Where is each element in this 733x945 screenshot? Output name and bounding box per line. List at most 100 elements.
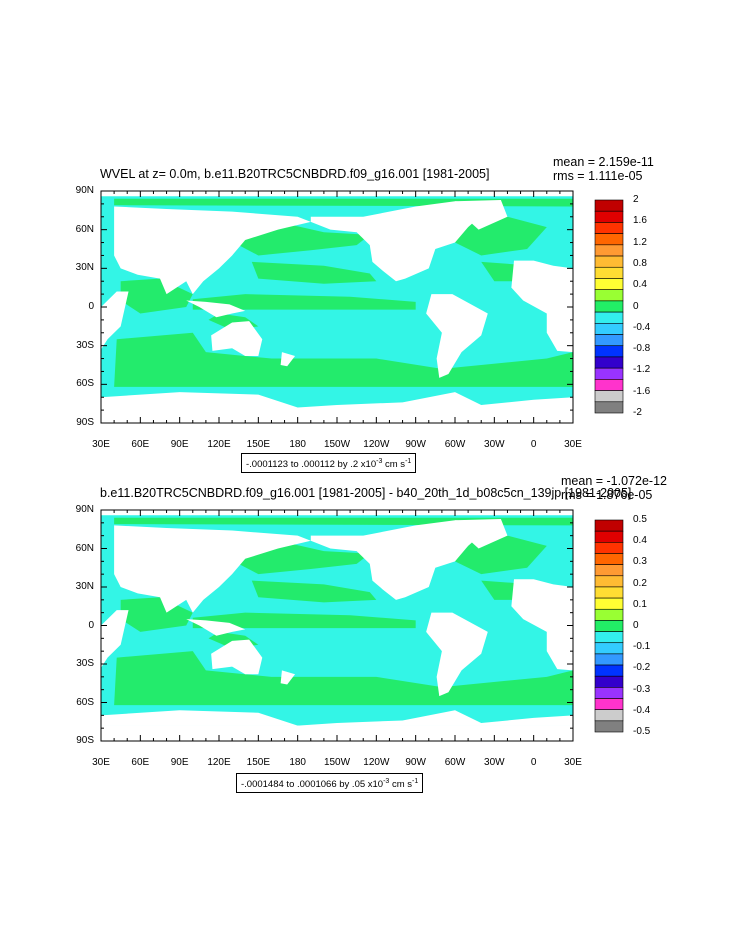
panel-2-colorbar-box [594,709,624,722]
panel-1-colorbar-label: -2 [633,407,642,418]
panel-2-ocean-green-2 [251,580,377,603]
panel-1-land-indonesia [186,300,246,318]
panel-1-ocean-green-0 [114,198,573,207]
panel-1-land-nz [280,352,296,367]
panel-2-colorbar-label: -0.5 [633,726,651,737]
panel-2-lon-label: 0 [530,757,537,768]
panel-1-land-africa [101,291,129,350]
panel-2-colorbar-label: 0.3 [633,556,647,568]
panel-2-lon-label: 150E [246,757,270,768]
panel-1-colorbar-box [594,278,624,290]
panel-2-colorbar-label: -0.3 [633,683,651,695]
panel-1-range-box: -.0001123 to .000112 by .2 x10-3 cm s-1 [241,453,417,474]
panel-2-land-indonesia [186,619,246,636]
panel-2-colorbar-box [594,542,624,554]
panel-2-range-units-exp: -1 [412,778,419,785]
panel-2-lon-label: 90W [405,757,426,768]
panel-2-lon-label: 30E [92,757,110,768]
panel-1-range-exp: -3 [376,458,383,465]
panel-1-lat-label: 30S [76,339,94,351]
panel-1-colorbar-label: 0.8 [633,257,647,269]
panel-1-colorbar-box [594,244,624,257]
panel-1-lat-label: 0 [88,301,94,312]
panel-1-colorbar-box [594,311,624,324]
panel-2-lat-label: 90S [76,735,94,746]
panel-2-colorbar-box [594,653,624,666]
panel-1-rms: rms = 1.111e-05 [553,169,643,183]
panel-1-colorbar-box [594,233,624,246]
panel-2-colorbar-box [594,631,624,644]
panel-2-range-units: cm s [389,779,413,791]
panel-2-ocean-green-7 [114,651,573,706]
panel-1-colorbar-box [594,300,624,313]
panel-2-colorbar-box [594,564,624,577]
panel-1-lat-label: 90S [76,417,94,428]
panel-2-colorbar-box [594,608,624,621]
panel-2-land-africa-w [511,579,573,671]
panel-2-lon-label: 60E [131,757,150,768]
panel-2-land-greenland [455,518,508,549]
panel-1-colorbar-box [594,367,624,380]
panel-2-mean: mean = -1.072e-12 [561,474,667,488]
panel-2-colorbar-label: 0 [633,620,639,631]
panel-1-lon-label: 90W [405,439,426,450]
panel-1-lon-label: 0 [530,439,537,450]
panel-2-lon-label: 30E [564,757,582,768]
panel-1-colorbar-box [594,289,624,302]
panel-2-colorbar-box [594,519,624,532]
panel-2-colorbar-label: -0.4 [633,704,651,716]
panel-2-colorbar-box [594,620,624,632]
panel-2-lon-label: 90E [170,757,189,768]
panel-2-lat-label: 0 [88,619,94,631]
panel-1-land-eurasia [114,206,311,295]
panel-1-ocean-green-6 [192,294,416,310]
panel-2-colorbar-label: 0.5 [633,514,647,525]
panel-1-lon-label: 90E [170,439,189,450]
panel-2-lat-label: 60N [75,542,94,554]
panel-1-land-s-america [426,294,488,378]
panel-2-land-antarctica [101,710,573,726]
panel-1-land-greenland [455,200,508,230]
panel-2-rms: rms = 1.876e-05 [561,488,653,502]
panel-2-colorbar-box [594,698,624,710]
panel-1-lon-label: 120W [363,439,390,450]
panel-2-colorbar-box [594,586,624,599]
panel-1-ocean-green-7 [114,332,573,387]
panel-1-ocean-green-2 [251,261,377,284]
panel-2-colorbar-label: 0.1 [633,598,647,610]
panel-2-land-africa [101,610,129,668]
panel-2-colorbar-box [594,675,624,688]
panel-2-lat-label: 30N [75,581,94,592]
panel-1-colorbar-label: -1.2 [633,364,651,376]
panel-2-colorbar-box [594,687,624,699]
panel-1-colorbar-label: -1.6 [633,385,651,397]
panel-2-colorbar-box [594,553,624,565]
panel-1-colorbar-box [594,401,624,414]
panel-2-colorbar-box [594,575,624,588]
panel-1-colorbar-label: 1.6 [633,215,647,227]
panel-1-lon-label: 30E [564,439,582,450]
panel-1-colorbar-label: 2 [633,194,639,205]
panel-1-colorbar-label: 1.2 [633,236,647,248]
panel-1-lon-label: 60E [131,439,150,450]
panel-1-lon-label: 180 [289,439,306,450]
panel-2-lat-label: 60S [76,696,94,708]
panel-1-range-text: -.0001123 to .000112 by .2 x10 [246,459,377,471]
panel-2-title: b.e11.B20TRC5CNBDRD.f09_g16.001 [1981-20… [100,486,632,500]
panel-2-colorbar-box [594,642,624,655]
panel-1-lon-label: 150W [323,439,351,450]
panel-1-colorbar-box [594,334,624,347]
panel-1-range-units: cm s [382,459,406,471]
panel-1-lat-label: 30N [75,262,94,274]
panel-1-colorbar-box [594,356,624,369]
panel-1-colorbar-label: 0 [633,300,639,312]
panel-2-colorbar-label: 0.2 [633,577,647,589]
panel-1-colorbar-box [594,379,624,391]
panel-1-lon-label: 150E [246,439,270,450]
panel-2-land-nz [280,670,296,685]
panel-1-land-n-america [310,201,495,282]
panel-1-colorbar-box [594,266,624,279]
panel-1-land-antarctica [101,392,573,408]
panel-1-lon-label: 30W [484,439,505,450]
